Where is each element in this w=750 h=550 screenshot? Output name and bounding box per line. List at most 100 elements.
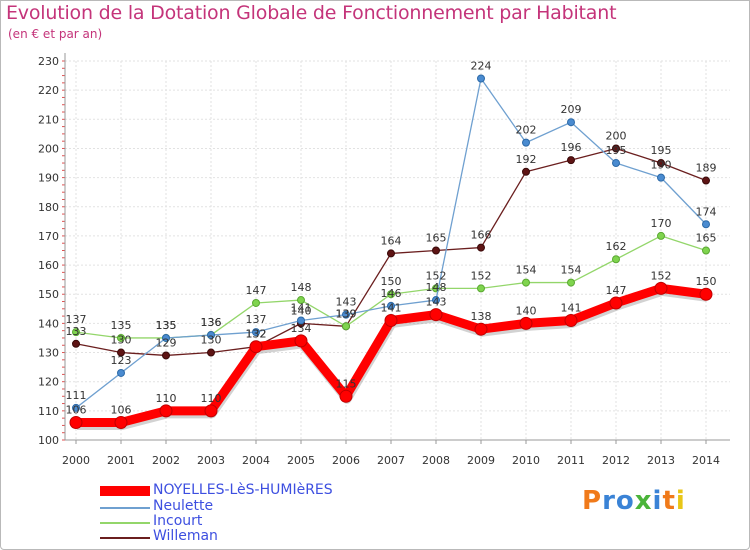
legend-swatch-noyelles [100,486,150,496]
data-label-noyelles-2011: 141 [561,301,582,314]
point-noyelles-2010 [519,316,533,330]
data-label-noyelles-2007: 141 [381,301,402,314]
legend-label-incourt: Incourt [153,513,203,529]
logo-letter: r [602,486,616,516]
grid-layer [65,60,730,441]
legend-label-neulette: Neulette [153,498,214,514]
data-label-neulette-2012: 195 [606,144,627,157]
data-label-neulette-2000: 111 [66,389,87,402]
logo-letter: t [662,486,676,516]
point-noyelles-2012 [609,296,623,310]
data-label-neulette-2009: 224 [471,59,492,72]
point-neulette-2007 [387,301,395,310]
logo-letter: o [615,486,635,516]
point-neulette-2012 [612,159,620,168]
data-label-willeman-2003: 130 [201,334,222,347]
point-noyelles-2014 [699,287,713,301]
point-noyelles-2005 [294,334,308,348]
x-tick-label-2013: 2013 [647,454,675,467]
point-noyelles-2011 [564,313,578,327]
data-label-incourt-2009: 152 [471,269,492,282]
data-label-neulette-2003: 136 [201,316,222,329]
data-label-noyelles-2009: 138 [471,310,492,323]
logo-letter: i [675,486,686,516]
data-label-willeman-2009: 166 [471,229,492,242]
point-willeman-2007 [387,249,395,258]
legend-item-willeman: Willeman [100,528,340,546]
x-tick-label-2006: 2006 [332,454,360,467]
y-tick-label-100: 100 [38,434,59,447]
y-tick-label-230: 230 [38,55,59,68]
data-label-incourt-2012: 162 [606,240,627,253]
series-neulette [72,74,710,412]
data-label-neulette-2008: 148 [426,281,447,294]
data-label-incourt-2001: 135 [111,319,132,332]
data-label-willeman-2006: 139 [336,307,357,320]
point-neulette-2013 [657,173,665,182]
point-neulette-2009 [477,74,485,83]
data-label-willeman-2002: 129 [156,336,177,349]
chart-subtitle: (en € et par an) [8,27,103,41]
series-willeman [72,144,710,360]
data-label-incourt-2013: 170 [651,217,672,230]
logo-letter: i [652,486,663,516]
data-label-incourt-2002: 135 [156,319,177,332]
y-tick-label-140: 140 [38,317,59,330]
data-label-noyelles-2005: 134 [291,322,312,335]
point-willeman-2008 [432,246,440,255]
data-label-neulette-2005: 141 [291,301,312,314]
data-label-noyelles-2003: 110 [201,392,222,405]
point-neulette-2001 [117,368,125,377]
x-tick-label-2012: 2012 [602,454,630,467]
point-neulette-2000 [72,403,80,412]
point-noyelles-2002 [159,404,173,418]
legend-swatch-willeman [100,537,150,539]
logo-letter: x [634,486,653,516]
x-tick-label-2004: 2004 [242,454,270,467]
y-tick-label-220: 220 [38,84,59,97]
point-willeman-2002 [162,351,170,360]
point-willeman-2012 [612,144,620,153]
data-label-neulette-2004: 137 [246,313,267,326]
data-label-willeman-2013: 195 [651,144,672,157]
data-label-noyelles-2006: 115 [336,377,357,390]
point-willeman-2014 [702,176,710,185]
point-incourt-2001 [117,333,125,342]
y-tick-label-120: 120 [38,376,59,389]
data-label-noyelles-2013: 152 [651,269,672,282]
data-label-willeman-2005: 140 [291,304,312,317]
y-tick-label-210: 210 [38,113,59,126]
point-willeman-2009 [477,243,485,252]
y-tick-label-190: 190 [38,172,59,185]
point-noyelles-2001 [114,416,128,430]
point-neulette-2003 [207,331,215,340]
data-label-willeman-2010: 192 [516,153,537,166]
data-label-neulette-2006: 143 [336,296,357,309]
point-neulette-2010 [522,138,530,147]
data-label-incourt-2003: 136 [201,316,222,329]
data-label-willeman-2014: 189 [696,162,717,175]
chart-title: Evolution de la Dotation Globale de Fonc… [6,2,617,24]
data-label-noyelles-2014: 150 [696,275,717,288]
data-label-willeman-2004: 132 [246,328,267,341]
axis-layer: 100 110 120 130 140 150 160 170 180 190 200 210 220 2… [38,53,730,467]
legend-swatch-neulette [100,507,150,509]
x-tick-label-2010: 2010 [512,454,540,467]
point-willeman-2011 [567,156,575,165]
data-label-willeman-2008: 165 [426,232,447,245]
data-label-noyelles-2004: 132 [246,328,267,341]
legend-item-neulette: Neulette [100,498,340,516]
data-label-incourt-2007: 150 [381,275,402,288]
point-willeman-2001 [117,348,125,357]
x-tick-label-2014: 2014 [692,454,720,467]
point-noyelles-2007 [384,313,398,327]
data-label-neulette-2014: 174 [696,205,717,218]
point-incourt-2005 [297,296,305,305]
data-label-noyelles-2010: 140 [516,304,537,317]
series-noyelles [69,281,713,431]
data-label-incourt-2008: 152 [426,269,447,282]
point-incourt-2012 [612,255,620,264]
point-willeman-2013 [657,159,665,168]
